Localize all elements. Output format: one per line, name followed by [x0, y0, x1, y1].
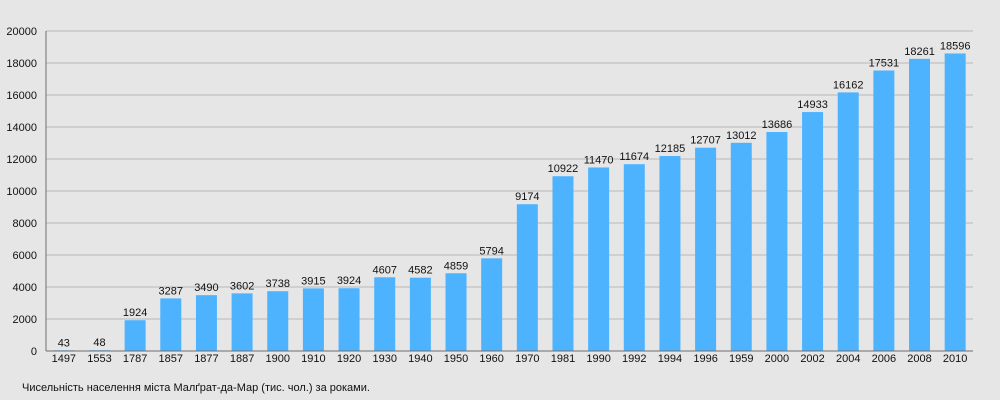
y-tick-label: 8000 [13, 218, 37, 230]
x-tick-label: 1970 [515, 353, 539, 365]
x-tick-label: 2006 [872, 353, 896, 365]
y-tick-label: 18000 [6, 58, 37, 70]
x-tick-label: 1959 [729, 353, 753, 365]
y-tick-label: 12000 [6, 154, 37, 166]
x-tick-label: 2010 [943, 353, 967, 365]
x-tick-label: 1887 [230, 353, 254, 365]
y-axis-ticks: 0 2000 4000 6000 8000 10000 12000 14000 16000 180… [6, 26, 37, 358]
data-label: 4607 [372, 264, 396, 276]
value-labels: 43 48 1924 3287 3490 3602 3738 3915 3924 4607 4582… [58, 40, 971, 349]
data-label: 4859 [444, 260, 468, 272]
data-label: 3287 [159, 285, 183, 297]
x-tick-label: 1996 [693, 353, 717, 365]
x-tick-label: 1950 [444, 353, 468, 365]
data-label: 18596 [940, 40, 971, 52]
axes [45, 31, 973, 352]
data-label: 3602 [230, 280, 254, 292]
bar [659, 156, 681, 351]
bar [267, 291, 289, 351]
data-label: 3915 [301, 275, 325, 287]
data-label: 4582 [408, 265, 432, 277]
bar [302, 288, 324, 351]
bar [552, 176, 574, 351]
x-tick-label: 1900 [266, 353, 290, 365]
x-tick-label: 1960 [479, 353, 503, 365]
bar [409, 277, 431, 351]
bar [695, 147, 717, 351]
bar [124, 320, 146, 351]
x-tick-label: 1877 [194, 353, 218, 365]
bar [445, 273, 467, 351]
data-label: 12707 [690, 135, 721, 147]
data-label: 13012 [726, 130, 757, 142]
data-label: 12185 [655, 143, 686, 155]
bar [766, 132, 788, 351]
y-tick-label: 0 [31, 346, 37, 358]
bar [338, 288, 360, 351]
data-label: 16162 [833, 79, 864, 91]
x-axis-ticks: 1497 1553 1787 1857 1877 1887 1900 1910 1920 1930… [52, 353, 968, 365]
x-tick-label: 1857 [159, 353, 183, 365]
x-tick-label: 1910 [301, 353, 325, 365]
y-tick-label: 20000 [6, 26, 37, 38]
bar [481, 258, 503, 351]
x-tick-label: 1930 [372, 353, 396, 365]
x-tick-label: 1994 [658, 353, 682, 365]
x-tick-label: 2002 [800, 353, 824, 365]
data-label: 5794 [479, 245, 503, 257]
y-tick-label: 10000 [6, 186, 37, 198]
data-label: 17531 [869, 58, 900, 70]
x-tick-label: 1553 [87, 353, 111, 365]
bar [374, 277, 396, 351]
data-label: 9174 [515, 191, 539, 203]
x-tick-label: 1990 [586, 353, 610, 365]
x-tick-label: 1992 [622, 353, 646, 365]
data-label: 10922 [548, 163, 579, 175]
x-tick-label: 2008 [907, 353, 931, 365]
y-tick-label: 4000 [13, 282, 37, 294]
bar [516, 204, 538, 351]
bar [944, 53, 966, 352]
data-label: 3924 [337, 275, 361, 287]
bar [873, 70, 895, 351]
data-label: 14933 [797, 99, 828, 111]
bar [837, 92, 859, 352]
x-tick-label: 2000 [765, 353, 789, 365]
x-tick-label: 1981 [551, 353, 575, 365]
y-tick-label: 2000 [13, 314, 37, 326]
x-tick-label: 2004 [836, 353, 860, 365]
data-label: 11470 [584, 154, 614, 166]
data-label: 43 [58, 337, 70, 349]
bars [53, 53, 966, 352]
bar [909, 58, 931, 351]
x-tick-label: 1940 [408, 353, 432, 365]
chart-caption: Чисельність населення міста Малґрат-да-М… [22, 382, 370, 394]
data-label: 3490 [194, 282, 218, 294]
bar [160, 298, 182, 351]
data-label: 11674 [619, 151, 649, 163]
bar [195, 295, 217, 351]
data-label: 18261 [904, 46, 935, 58]
bar [588, 167, 610, 351]
bar [623, 164, 645, 351]
bar [730, 142, 752, 351]
data-label: 3738 [266, 278, 290, 290]
data-label: 48 [93, 337, 105, 349]
y-tick-label: 6000 [13, 250, 37, 262]
x-tick-label: 1497 [52, 353, 76, 365]
data-label: 13686 [762, 119, 793, 131]
y-tick-label: 14000 [6, 122, 37, 134]
y-tick-label: 16000 [6, 90, 37, 102]
data-label: 1924 [123, 307, 147, 319]
bar [231, 293, 253, 351]
x-tick-label: 1920 [337, 353, 361, 365]
x-tick-label: 1787 [123, 353, 147, 365]
bar [802, 112, 824, 352]
grid-lines [46, 30, 973, 320]
